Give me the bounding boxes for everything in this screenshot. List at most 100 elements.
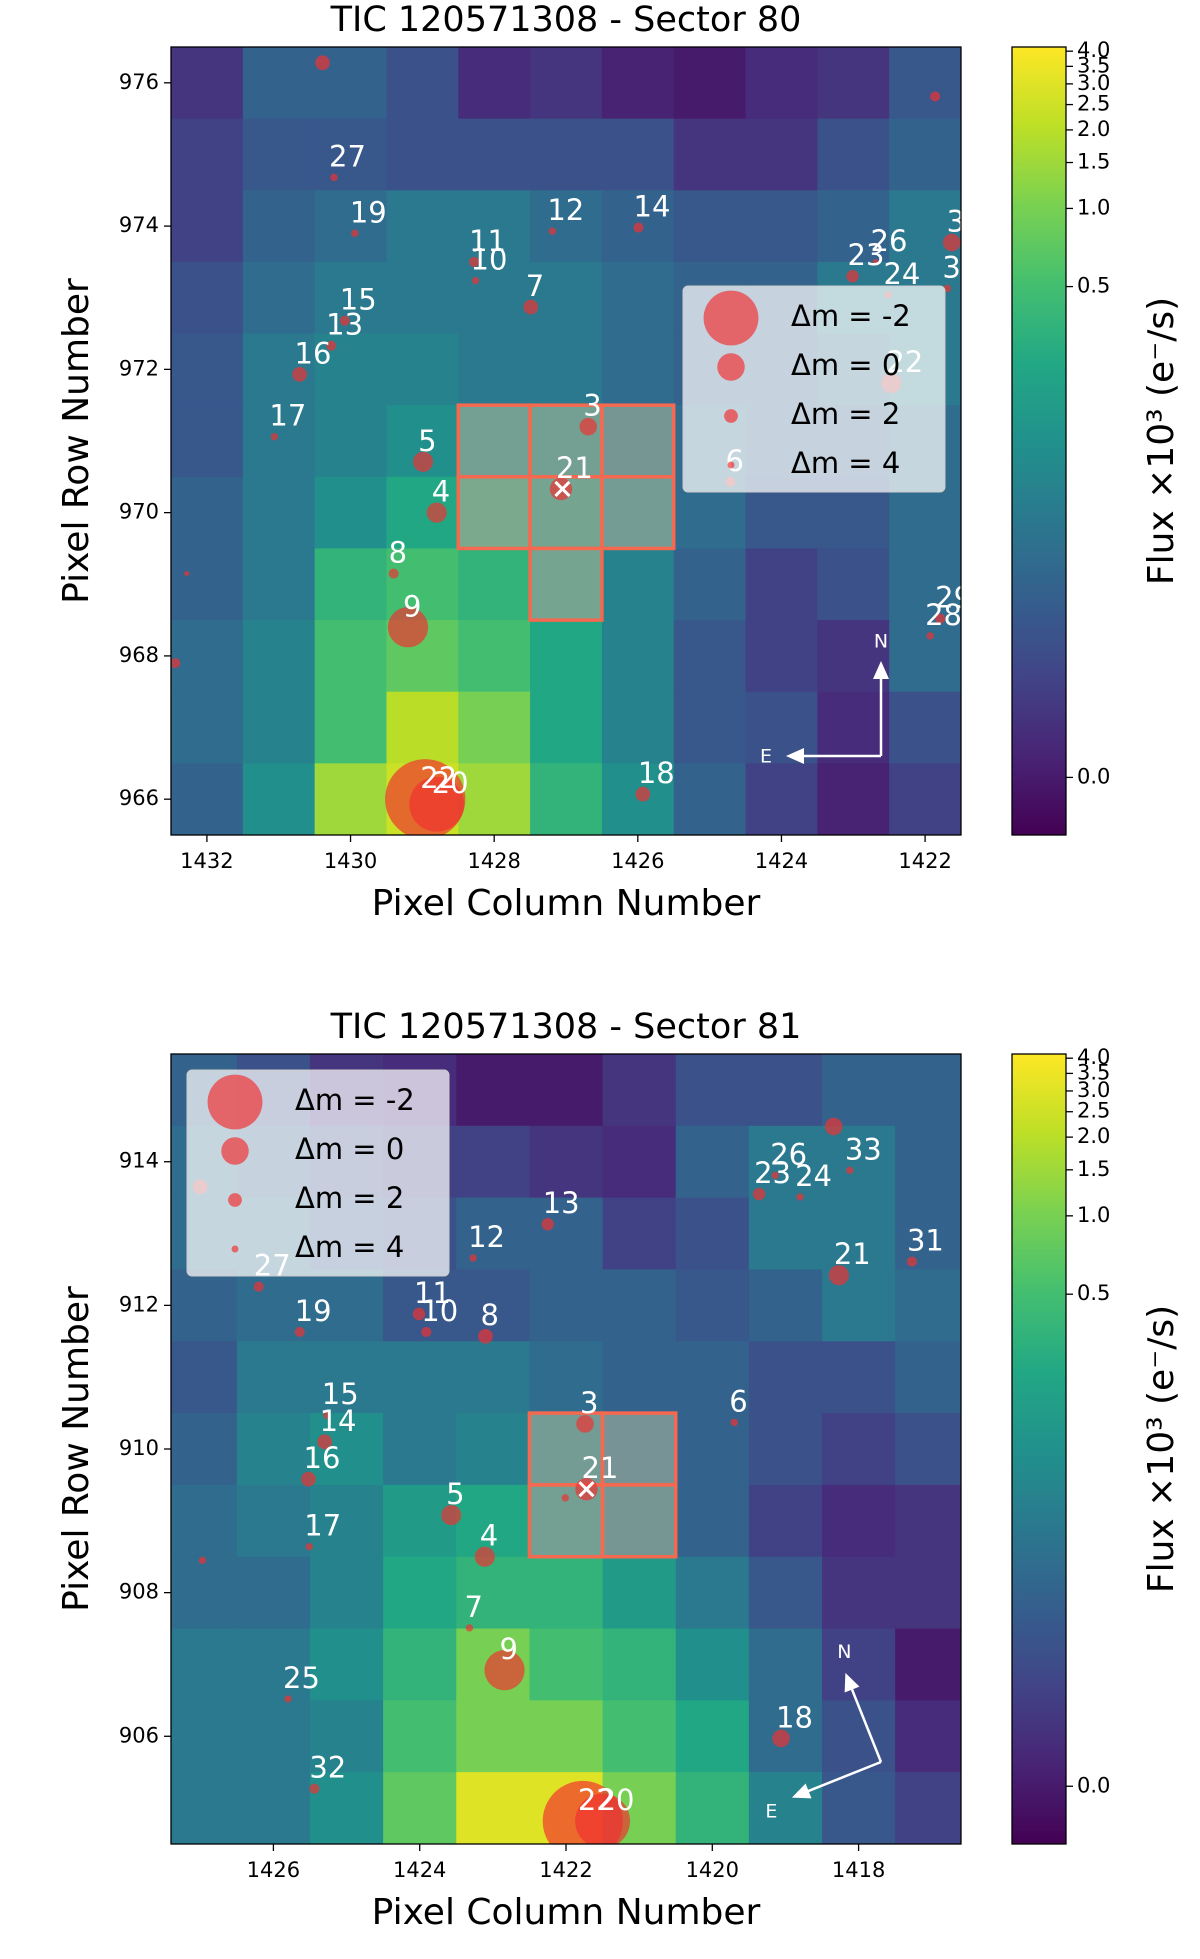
pixel <box>601 548 675 621</box>
pixel <box>895 1197 961 1271</box>
y-axis-label: Pixel Row Number <box>56 1286 97 1612</box>
pixel <box>895 1556 961 1630</box>
pixel <box>895 1341 961 1414</box>
pixel <box>171 1269 238 1342</box>
colorbar-tick-label: 3.0 <box>1077 71 1110 95</box>
legend-label: Δm = 4 <box>791 446 900 480</box>
pixel <box>529 1269 604 1342</box>
aperture-pixel <box>600 1411 678 1487</box>
legend-marker <box>221 1137 249 1165</box>
legend-marker <box>207 1074 263 1130</box>
star-label: 7 <box>464 1590 482 1624</box>
compass-head <box>786 661 889 764</box>
legend-label: Δm = 0 <box>295 1132 404 1166</box>
pixel <box>383 1413 457 1486</box>
plot-area: 3326232421311312271911108151416173215467… <box>171 1054 961 1844</box>
star-label: 4 <box>480 1519 498 1553</box>
star-label: 26 <box>871 224 908 258</box>
pixel <box>530 47 603 120</box>
colorbar-tick-label: 1.0 <box>1077 1203 1110 1227</box>
pixel <box>383 1269 457 1342</box>
pixel <box>602 1269 677 1342</box>
star-marker <box>576 1415 594 1433</box>
pixel <box>456 1700 531 1773</box>
pixel <box>822 1054 896 1127</box>
y-tick-label: 908 <box>119 1580 159 1604</box>
pixel <box>456 1413 531 1486</box>
pixel <box>386 691 459 764</box>
pixel <box>171 190 244 263</box>
star-marker <box>471 276 480 285</box>
pixel <box>383 1628 457 1701</box>
pixel <box>748 1125 823 1199</box>
star-label: 3 <box>583 389 601 423</box>
pixel <box>242 763 316 835</box>
pixel <box>456 1125 531 1199</box>
star-marker <box>579 417 598 436</box>
aperture-pixel <box>456 403 532 479</box>
star-marker <box>943 284 952 293</box>
colorbar-tick-label: 3.0 <box>1077 1078 1110 1102</box>
star-marker <box>926 632 934 640</box>
pixel <box>748 1341 823 1414</box>
pixel <box>675 1700 750 1773</box>
colorbar-tick-label: 3.5 <box>1077 1060 1110 1084</box>
pixel <box>529 1054 604 1127</box>
star-label: 26 <box>770 1137 807 1171</box>
pixel <box>236 1341 311 1414</box>
pixel <box>895 1700 961 1773</box>
star-marker <box>409 776 465 832</box>
star-marker <box>561 1494 569 1502</box>
pixel <box>530 763 603 835</box>
y-tick-label: 906 <box>119 1723 159 1747</box>
star-marker <box>426 502 447 523</box>
x-tick-label: 1418 <box>832 1858 885 1882</box>
compass-north: N <box>837 1641 851 1663</box>
colorbar-tick-label: 4.0 <box>1077 1045 1110 1069</box>
pixel <box>817 47 890 120</box>
pixel <box>236 1556 311 1630</box>
star-marker <box>633 222 644 233</box>
star-marker <box>575 1793 631 1844</box>
aperture-pixel <box>600 403 676 479</box>
pixel <box>748 1197 823 1271</box>
star-label: 7 <box>526 269 544 303</box>
pixel <box>673 691 747 764</box>
y-tick-label: 966 <box>119 786 159 810</box>
pixel <box>236 1772 311 1844</box>
star-marker <box>523 299 539 315</box>
compass-arrow <box>804 1685 883 1794</box>
pixel <box>458 261 531 335</box>
plot-area: 2719111012147151316175321468922201823262… <box>171 47 961 835</box>
star-marker <box>421 1326 432 1337</box>
pixel <box>822 1341 896 1414</box>
x-tick-label: 1424 <box>755 849 808 873</box>
x-axis-label: Pixel Column Number <box>372 1892 761 1933</box>
pixel <box>458 47 531 120</box>
aperture-pixel <box>528 403 604 479</box>
pixel <box>309 1556 384 1630</box>
star-label: 11 <box>414 1276 451 1310</box>
pixel <box>458 118 531 191</box>
pixel <box>673 548 747 621</box>
pixel <box>889 118 961 191</box>
pixel <box>602 1054 677 1127</box>
star-label: 27 <box>329 139 366 173</box>
star-marker <box>772 1729 790 1748</box>
pixel <box>386 476 459 550</box>
star-marker <box>935 613 946 624</box>
pixel <box>895 1772 961 1844</box>
pixel <box>456 1197 531 1271</box>
star-marker <box>171 658 181 669</box>
pixel <box>171 1556 238 1630</box>
star-marker <box>301 1471 316 1487</box>
star-marker <box>317 1434 332 1450</box>
pixel <box>748 1269 823 1342</box>
star-marker <box>730 1418 738 1427</box>
pixel <box>456 1484 531 1558</box>
star-label: 18 <box>638 756 675 790</box>
star-label: 17 <box>269 399 306 433</box>
pixel <box>822 1484 896 1558</box>
x-tick-label: 1420 <box>686 1858 739 1882</box>
